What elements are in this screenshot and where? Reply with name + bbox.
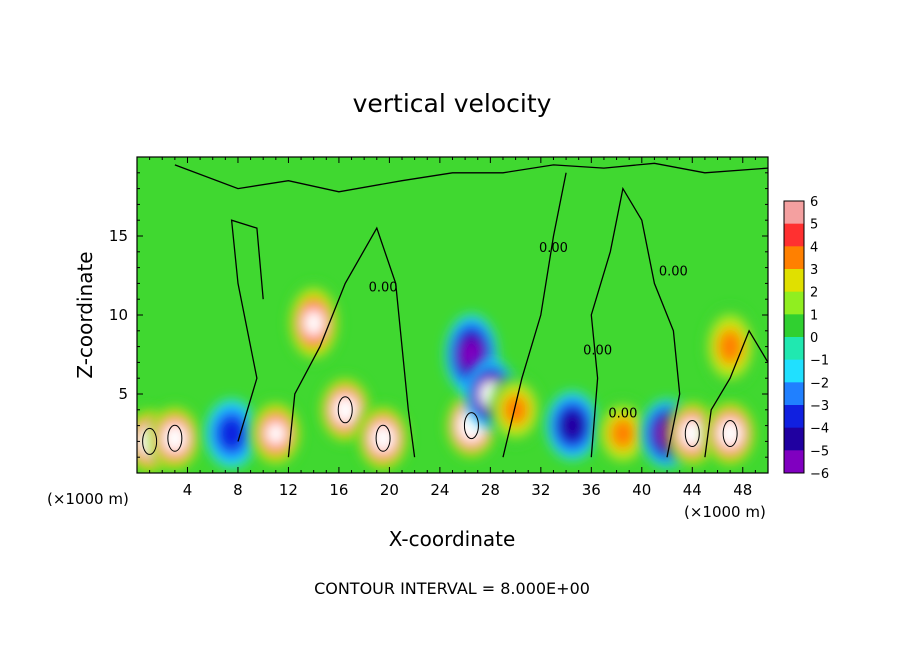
colorbar-swatch [784,291,804,315]
field-feature [596,399,649,468]
field-feature [666,399,719,468]
field-feature [287,282,340,363]
colorbar-swatch [784,405,804,429]
x-tick-label: 12 [279,481,298,499]
y-axis-label: Z-coordinate [73,251,97,378]
core-contour [463,412,479,440]
y-axis-ticks: 5 10 15 [109,172,768,458]
colorbar-swatch [784,427,804,451]
field-feature [546,391,599,460]
x-units-left: (×1000 m) [47,490,129,508]
colorbar-swatch [784,246,804,270]
x-tick-label: 20 [380,481,399,499]
x-tick-label: 16 [329,481,348,499]
x-tick-label: 24 [430,481,449,499]
contour-lines: 0.00 0.00 0.00 0.00 0.00 [142,162,768,458]
x-tick-label: 8 [233,481,243,499]
x-units-right: (×1000 m) [684,503,766,521]
field-feature [489,375,542,444]
colorbar-tick-label: −6 [810,467,829,482]
field-feature [704,306,757,387]
colorbar: 6 5 4 3 2 1 0 −1 −2 −3 −4 −5 −6 [783,195,829,482]
colorbar-tick-label: −2 [810,376,829,391]
field-feature [205,399,258,468]
core-contour [337,396,353,424]
x-tick-label: 32 [531,481,550,499]
zero-contour [174,162,768,193]
x-tick-label: 36 [582,481,601,499]
zero-contour [502,172,567,458]
colorbar-swatch [784,314,804,338]
colorbar-swatch [784,450,804,474]
zero-contour [230,219,264,442]
chart-title: vertical velocity [353,89,552,118]
velocity-field [137,282,757,473]
field-feature [357,404,410,473]
field-feature [249,399,302,468]
colorbar-tick-label: 4 [810,240,818,255]
y-tick-label: 5 [118,385,128,403]
x-tick-label: 28 [481,481,500,499]
x-tick-label: 4 [183,481,193,499]
colorbar-swatch [784,337,804,361]
x-axis-ticks: 4 8 12 16 20 24 28 32 36 40 44 48 [149,157,756,499]
field-feature [319,375,372,444]
x-tick-label: 44 [683,481,702,499]
colorbar-tick-label: −3 [810,399,829,414]
colorbar-swatch [784,223,804,247]
colorbar-swatch [784,359,804,383]
colorbar-tick-label: 2 [810,286,818,301]
zero-contour [590,186,681,458]
x-tick-label: 48 [733,481,752,499]
field-feature [148,404,201,473]
colorbar-tick-label: −1 [810,354,829,369]
colorbar-swatch [784,201,804,225]
contour-label: 0.00 [583,344,612,359]
y-tick-label: 15 [109,227,128,245]
field-feature [704,399,757,468]
zero-contour [704,329,768,458]
colorbar-tick-label: −5 [810,444,829,459]
core-contour [722,420,738,447]
y-tick-label: 10 [109,306,128,324]
colorbar-tick-label: 5 [810,218,818,233]
core-contour [142,427,158,455]
colorbar-swatch [784,269,804,293]
colorbar-tick-label: 6 [810,195,818,210]
zero-contour [287,226,416,458]
contour-interval-note: CONTOUR INTERVAL = 8.000E+00 [314,579,590,598]
x-tick-label: 40 [632,481,651,499]
core-contour [684,420,700,447]
field-feature [445,314,498,395]
colorbar-tick-label: 0 [810,331,818,346]
contour-label: 0.00 [539,241,568,256]
contour-label: 0.00 [659,265,688,280]
colorbar-frame [783,200,805,474]
core-contour [375,424,391,452]
colorbar-tick-label: −4 [810,422,829,437]
contour-label: 0.00 [608,407,637,422]
colorbar-swatch [784,382,804,406]
x-axis-label: X-coordinate [389,527,516,551]
contour-label: 0.00 [369,280,398,295]
colorbar-tick-label: 3 [810,263,818,278]
core-contour [167,424,183,452]
colorbar-tick-label: 1 [810,308,818,323]
